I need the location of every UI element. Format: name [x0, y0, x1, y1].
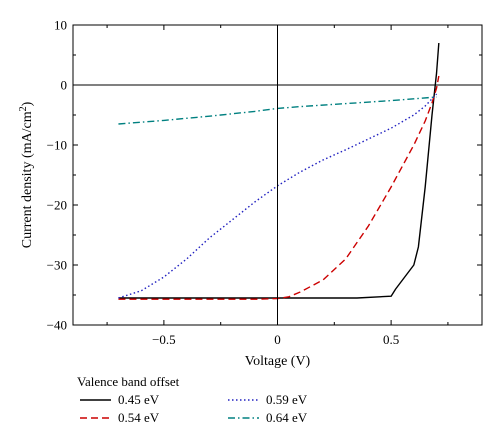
y-tick-label: 10	[54, 18, 67, 33]
y-tick-label: −20	[47, 198, 67, 213]
legend-label-3: 0.59 eV	[266, 392, 308, 407]
axes-layer: −0.5 0 0.5 10 0 −10 −20 −30 −40	[47, 18, 483, 347]
legend-label-1: 0.45 eV	[118, 392, 160, 407]
y-tick-label: −30	[47, 258, 67, 273]
series-line-3	[118, 93, 438, 299]
y-axis-label: Current density (mA/cm2)	[18, 101, 35, 248]
y-tick-label: −10	[47, 138, 67, 153]
y-axis-label-superscript: 2	[18, 106, 29, 111]
x-tick-label: 0	[274, 332, 281, 347]
y-axis-label-end: )	[20, 101, 35, 106]
x-tick-label: −0.5	[152, 332, 176, 347]
legend-label-2: 0.54 eV	[118, 410, 160, 425]
x-tick-label: 0.5	[383, 332, 399, 347]
y-axis-label-main: Current density (mA/cm	[20, 111, 35, 248]
legend-label-4: 0.64 eV	[266, 410, 308, 425]
y-tick-label: −40	[47, 318, 67, 333]
y-tick-label: 0	[61, 78, 68, 93]
series-line-4	[118, 96, 437, 125]
legend: Valence band offset 0.45 eV 0.54 eV 0.59 e…	[77, 374, 308, 425]
legend-title: Valence band offset	[77, 374, 180, 389]
series-line-2	[118, 75, 440, 300]
x-axis-label: Voltage (V)	[245, 354, 311, 369]
